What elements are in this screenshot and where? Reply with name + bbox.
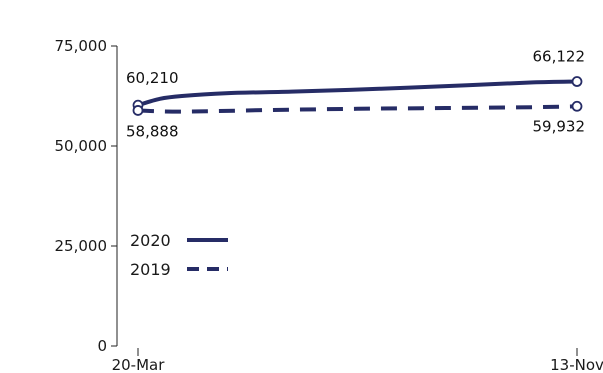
data-label-2020-end: 66,122	[533, 48, 586, 66]
point-2019-end	[573, 102, 582, 111]
data-label-2020-start: 60,210	[126, 69, 179, 87]
y-tick-label: 25,000	[55, 237, 108, 255]
axes: 0 25,000 50,000 75,000 20-Mar 13-Nov	[55, 37, 603, 373]
legend: 2020 2019	[130, 231, 228, 279]
y-tick-label: 75,000	[55, 37, 108, 55]
series-line-2020	[138, 82, 577, 106]
y-tick-label: 0	[97, 337, 107, 355]
series-line-2019	[138, 106, 577, 111]
legend-label-2020: 2020	[130, 231, 171, 250]
legend-label-2019: 2019	[130, 260, 171, 279]
y-tick-label: 50,000	[55, 137, 108, 155]
point-2019-start	[134, 106, 143, 115]
data-label-2019-start: 58,888	[126, 122, 179, 140]
x-tick-label: 20-Mar	[112, 356, 166, 373]
point-2020-end	[573, 77, 582, 86]
x-tick-label: 13-Nov	[550, 356, 603, 373]
data-label-2019-end: 59,932	[533, 117, 586, 135]
series-group	[134, 77, 582, 115]
